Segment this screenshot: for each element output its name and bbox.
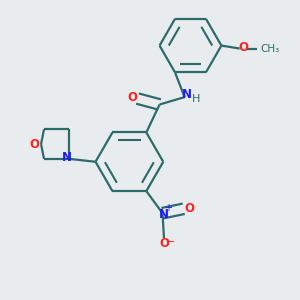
Text: N: N <box>182 88 192 101</box>
Text: N: N <box>62 151 72 164</box>
Text: O: O <box>159 237 169 250</box>
Text: −: − <box>166 237 175 247</box>
Text: H: H <box>192 94 200 103</box>
Text: O: O <box>30 138 40 151</box>
Text: CH₃: CH₃ <box>260 44 280 53</box>
Text: O: O <box>238 41 248 54</box>
Text: O: O <box>184 202 194 215</box>
Text: O: O <box>127 91 137 103</box>
Text: N: N <box>159 208 169 221</box>
Text: +: + <box>164 203 172 213</box>
